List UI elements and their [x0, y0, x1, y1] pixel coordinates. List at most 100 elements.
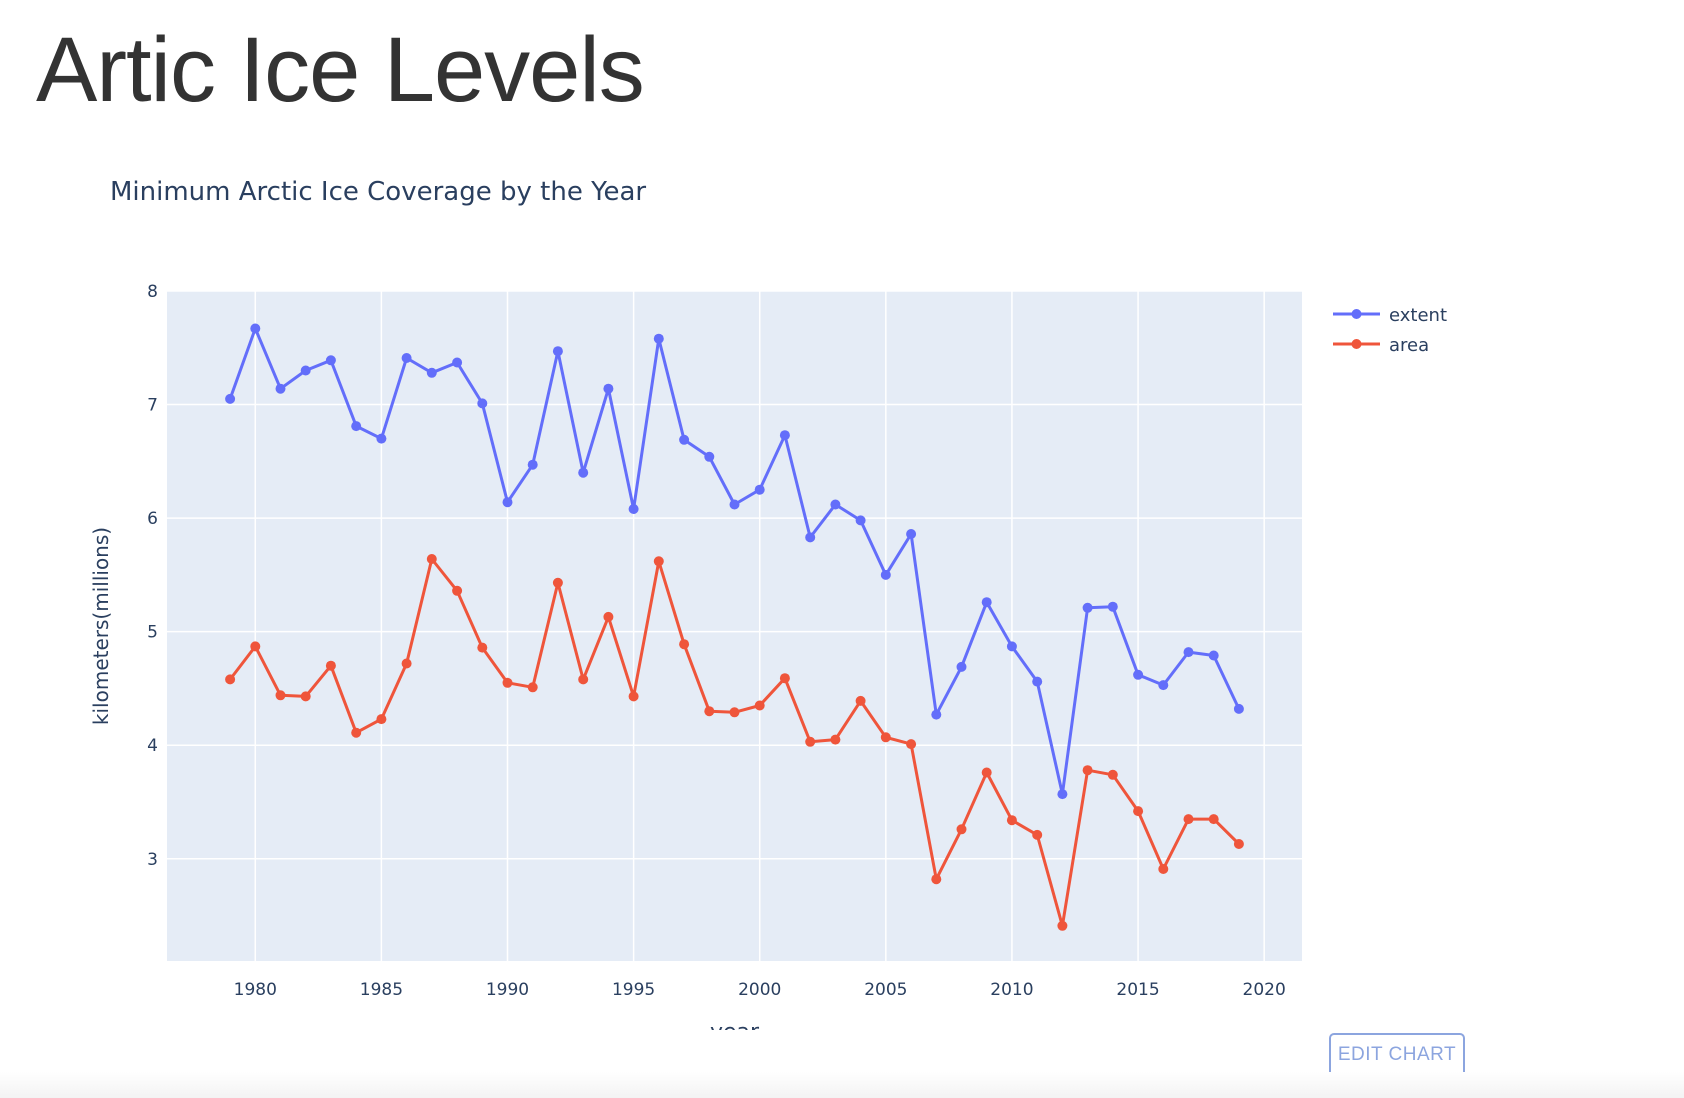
x-tick-label: 2005: [864, 980, 907, 1000]
data-point-extent[interactable]: [805, 532, 816, 543]
data-point-extent[interactable]: [653, 333, 664, 344]
data-point-extent[interactable]: [855, 515, 866, 526]
data-point-extent[interactable]: [628, 504, 639, 514]
data-point-extent[interactable]: [275, 383, 286, 394]
bottom-bar: [0, 1072, 1684, 1098]
y-tick-label: 7: [147, 396, 158, 416]
x-tick-label: 2000: [738, 980, 781, 1000]
data-point-extent[interactable]: [376, 433, 387, 444]
data-point-area[interactable]: [502, 677, 513, 688]
data-point-area[interactable]: [1006, 815, 1017, 826]
data-point-area[interactable]: [729, 707, 740, 718]
data-point-area[interactable]: [754, 700, 765, 711]
x-tick-label: 1985: [360, 980, 403, 1000]
data-point-area[interactable]: [225, 674, 236, 685]
data-point-area[interactable]: [1208, 814, 1219, 825]
data-point-area[interactable]: [325, 660, 336, 671]
data-point-area[interactable]: [300, 691, 311, 702]
data-point-extent[interactable]: [779, 430, 790, 441]
data-point-area[interactable]: [653, 556, 664, 567]
data-point-extent[interactable]: [981, 597, 992, 608]
data-point-extent[interactable]: [1107, 601, 1118, 612]
data-point-extent[interactable]: [1057, 789, 1068, 800]
data-point-area[interactable]: [855, 695, 866, 706]
data-point-extent[interactable]: [729, 499, 740, 510]
data-point-area[interactable]: [452, 585, 463, 596]
x-tick-label: 1995: [612, 980, 655, 1000]
legend-label: extent: [1389, 305, 1447, 326]
data-point-area[interactable]: [981, 767, 992, 778]
data-point-extent[interactable]: [1032, 676, 1043, 687]
data-point-area[interactable]: [1107, 769, 1118, 780]
data-point-area[interactable]: [250, 641, 261, 652]
series-area: [225, 554, 1244, 931]
data-point-extent[interactable]: [704, 451, 715, 462]
data-point-area[interactable]: [1082, 765, 1093, 776]
data-point-extent[interactable]: [578, 467, 589, 478]
data-point-extent[interactable]: [956, 661, 967, 672]
data-point-extent[interactable]: [754, 484, 765, 495]
data-point-area[interactable]: [830, 734, 841, 745]
x-tick-label: 2020: [1243, 980, 1286, 1000]
data-point-extent[interactable]: [401, 353, 412, 363]
data-point-extent[interactable]: [250, 323, 261, 334]
legend-item-area[interactable]: area: [1333, 335, 1429, 356]
data-point-extent[interactable]: [477, 398, 488, 409]
data-point-area[interactable]: [1233, 839, 1244, 849]
data-point-area[interactable]: [552, 577, 563, 588]
data-point-area[interactable]: [779, 673, 790, 684]
data-point-extent[interactable]: [1082, 602, 1093, 613]
data-point-extent[interactable]: [1233, 703, 1244, 714]
data-point-area[interactable]: [426, 554, 437, 564]
data-point-extent[interactable]: [1183, 647, 1194, 658]
data-point-area[interactable]: [704, 706, 715, 717]
data-point-area[interactable]: [578, 674, 589, 685]
data-point-area[interactable]: [275, 690, 286, 701]
data-point-area[interactable]: [1057, 920, 1068, 931]
y-axis-ticks: 3 4 5 6 7 8: [147, 282, 158, 870]
x-tick-label: 1990: [486, 980, 529, 1000]
data-point-extent[interactable]: [1158, 680, 1169, 691]
data-point-area[interactable]: [956, 824, 967, 835]
data-point-extent[interactable]: [225, 393, 236, 404]
edit-chart-button[interactable]: EDIT CHART: [1329, 1033, 1465, 1077]
data-point-extent[interactable]: [830, 499, 841, 510]
legend-item-extent[interactable]: extent: [1333, 305, 1447, 326]
data-point-area[interactable]: [880, 732, 891, 743]
data-point-extent[interactable]: [502, 497, 513, 508]
data-point-area[interactable]: [679, 639, 690, 650]
data-point-extent[interactable]: [1133, 669, 1144, 680]
data-point-area[interactable]: [477, 642, 488, 653]
data-point-area[interactable]: [805, 736, 816, 747]
data-point-area[interactable]: [1133, 806, 1144, 817]
y-tick-label: 8: [147, 282, 158, 302]
data-point-area[interactable]: [351, 727, 362, 738]
data-point-extent[interactable]: [603, 383, 614, 394]
page-title: Artic Ice Levels: [36, 19, 645, 121]
data-point-area[interactable]: [1158, 864, 1169, 874]
data-point-extent[interactable]: [1208, 650, 1219, 661]
data-point-area[interactable]: [527, 682, 538, 693]
data-point-extent[interactable]: [880, 569, 891, 580]
data-point-extent[interactable]: [906, 529, 917, 539]
data-point-extent[interactable]: [300, 365, 311, 376]
data-point-area[interactable]: [401, 658, 412, 669]
data-point-extent[interactable]: [351, 421, 362, 432]
data-point-area[interactable]: [931, 874, 942, 885]
legend[interactable]: extent area: [1333, 305, 1447, 356]
data-point-extent[interactable]: [325, 355, 336, 366]
data-point-area[interactable]: [603, 611, 614, 622]
data-point-extent[interactable]: [552, 346, 563, 357]
data-point-area[interactable]: [1032, 829, 1043, 840]
data-point-area[interactable]: [1183, 814, 1194, 825]
data-point-extent[interactable]: [1006, 641, 1017, 652]
data-point-extent[interactable]: [527, 459, 538, 470]
data-point-area[interactable]: [906, 739, 917, 750]
data-point-extent[interactable]: [426, 367, 437, 378]
data-point-area[interactable]: [376, 714, 387, 725]
data-point-extent[interactable]: [679, 434, 690, 445]
data-point-area[interactable]: [628, 691, 639, 702]
legend-marker: [1351, 309, 1362, 319]
data-point-extent[interactable]: [931, 709, 942, 720]
data-point-extent[interactable]: [452, 357, 463, 368]
